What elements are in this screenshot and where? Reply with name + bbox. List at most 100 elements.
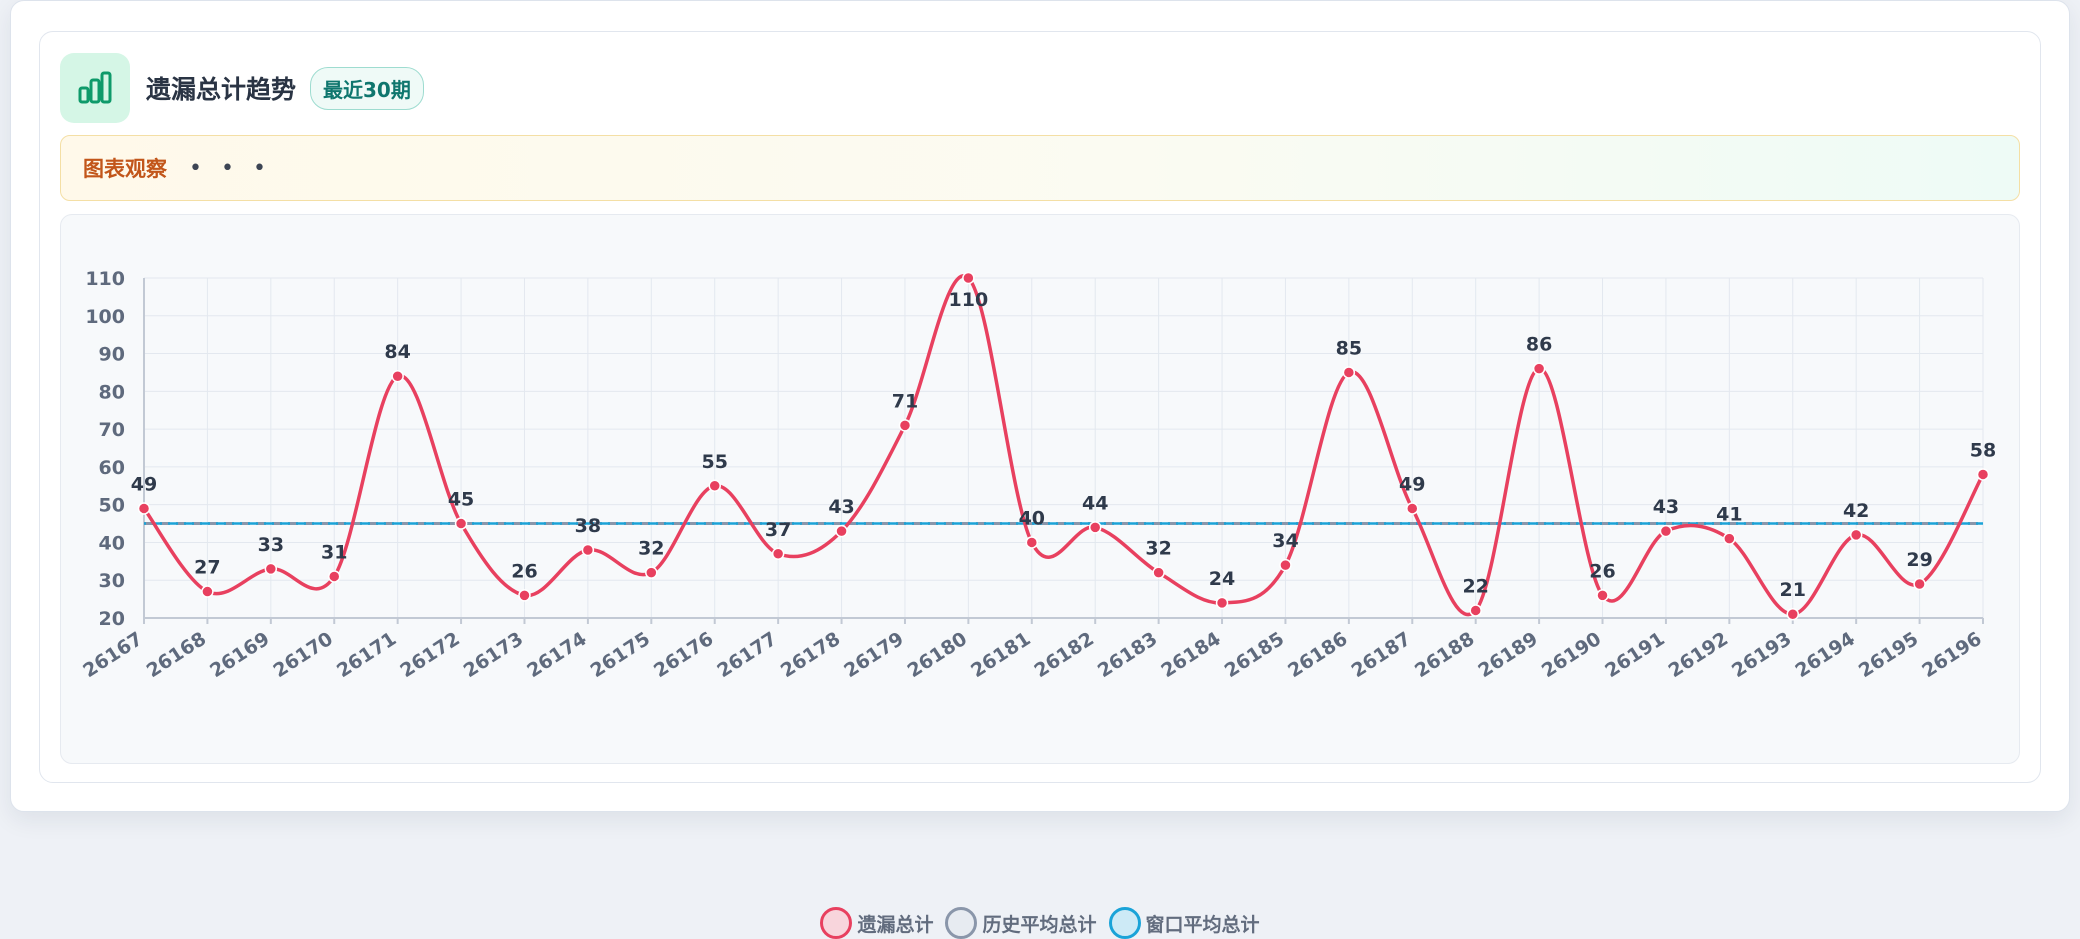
x-tick-label: 26172 [396,628,463,682]
data-point [1723,532,1736,545]
data-point [962,271,975,285]
x-tick-label: 26176 [650,628,717,682]
data-point [835,524,848,538]
x-tick-label: 26179 [840,628,907,682]
data-point [264,562,278,576]
page-container: 遗漏总计趋势 最近30期 图表观察 • • • 49 27 33 31 84 45 26 38… [10,0,2070,939]
data-label: 49 [131,473,157,495]
data-label: 84 [384,341,410,363]
data-label: 86 [1526,334,1552,356]
data-point [645,566,658,579]
period-badge[interactable]: 最近30期 [310,66,424,110]
x-tick-label: 26193 [1728,628,1795,682]
data-point [1088,521,1102,534]
more-icon[interactable]: • • • [189,155,272,181]
x-tick-label: 26178 [777,628,844,682]
x-tick-label: 26195 [1855,628,1922,682]
data-label: 40 [1019,507,1045,529]
observation-label: 图表观察 [83,157,167,181]
data-label: 27 [194,557,220,579]
x-tick-label: 26167 [79,628,146,682]
trend-card: 遗漏总计趋势 最近30期 图表观察 • • • 49 27 33 31 84 45 26 38… [39,31,2041,939]
data-point [1152,566,1165,579]
data-point [1659,524,1673,538]
x-tick-label: 26184 [1157,628,1224,682]
data-label: 38 [575,515,601,537]
y-tick-label: 100 [85,306,125,328]
data-label: 32 [638,538,664,560]
legend-swatch-missing-total [820,907,853,939]
x-tick-label: 26171 [333,628,400,682]
data-point [1025,536,1039,549]
x-tick-label: 26185 [1221,628,1288,682]
data-label: 58 [1970,439,1996,461]
x-tick-label: 26186 [1284,628,1351,682]
y-tick-label: 70 [99,419,125,441]
data-point [1215,596,1229,610]
legend-item-history-avg[interactable]: 历史平均总计 [945,907,1097,939]
x-tick-label: 26194 [1791,628,1858,682]
x-tick-label: 26188 [1411,628,1478,682]
data-label: 43 [1653,496,1679,518]
data-point [1786,607,1800,621]
x-tick-label: 26190 [1538,628,1605,682]
legend-label: 窗口平均总计 [1145,913,1260,936]
data-label: 44 [1082,492,1108,514]
card-title: 遗漏总计趋势 [146,75,297,104]
data-label: 21 [1780,579,1806,601]
data-label: 42 [1843,500,1869,522]
x-tick-label: 26180 [904,628,971,682]
chart-panel: 49 27 33 31 84 45 26 38 32 55 37 43 71 110 40 44 32 24 34 8… [60,214,2020,939]
data-label: 45 [448,489,474,511]
data-point [1279,558,1292,572]
x-tick-label: 26168 [143,628,210,682]
data-label: 29 [1906,549,1932,571]
data-label: 43 [828,496,854,518]
data-point [454,517,468,530]
data-label: 41 [1716,504,1742,526]
x-tick-label: 26196 [1918,628,1985,682]
observation-bar: 图表观察 • • • [60,135,2020,201]
data-label: 33 [258,534,284,556]
data-point [708,479,721,493]
x-tick-label: 26191 [1601,628,1668,682]
x-tick-label: 26192 [1665,628,1732,682]
legend-item-missing-total[interactable]: 遗漏总计 [820,907,933,939]
x-tick-label: 26170 [270,628,337,682]
y-tick-label: 110 [85,268,125,290]
x-tick-label: 26174 [523,628,590,682]
legend-label: 遗漏总计 [857,913,934,936]
y-tick-label: 40 [99,532,125,554]
y-tick-label: 30 [99,570,125,592]
y-tick-label: 80 [99,381,125,403]
y-tick-label: 50 [99,495,125,517]
data-label: 34 [1272,530,1298,552]
card-header: 遗漏总计趋势 最近30期 [60,53,424,123]
data-point [1342,366,1356,379]
y-tick-label: 20 [99,608,125,630]
data-point [391,369,404,383]
data-point [327,570,341,583]
data-point [1596,589,1609,602]
data-label: 55 [701,451,727,473]
data-label: 26 [511,560,537,582]
data-label: 32 [1145,538,1171,560]
data-point [1406,502,1419,515]
x-tick-label: 26187 [1348,628,1415,682]
data-point [201,585,214,598]
x-tick-label: 26181 [967,628,1034,682]
y-tick-label: 90 [99,344,125,366]
legend-item-window-avg[interactable]: 窗口平均总计 [1108,907,1260,939]
x-tick-label: 26183 [1094,628,1161,682]
data-point [1469,604,1482,617]
legend-swatch-history-avg [945,907,978,939]
bar-chart-icon [60,53,130,123]
data-point [581,543,595,557]
x-tick-label: 26182 [1031,628,1098,682]
x-tick-label: 26175 [587,628,654,682]
data-label: 24 [1209,568,1235,590]
data-point [1849,528,1863,542]
legend-swatch-window-avg [1108,907,1141,939]
data-point [518,589,531,602]
data-point [1976,468,1990,481]
